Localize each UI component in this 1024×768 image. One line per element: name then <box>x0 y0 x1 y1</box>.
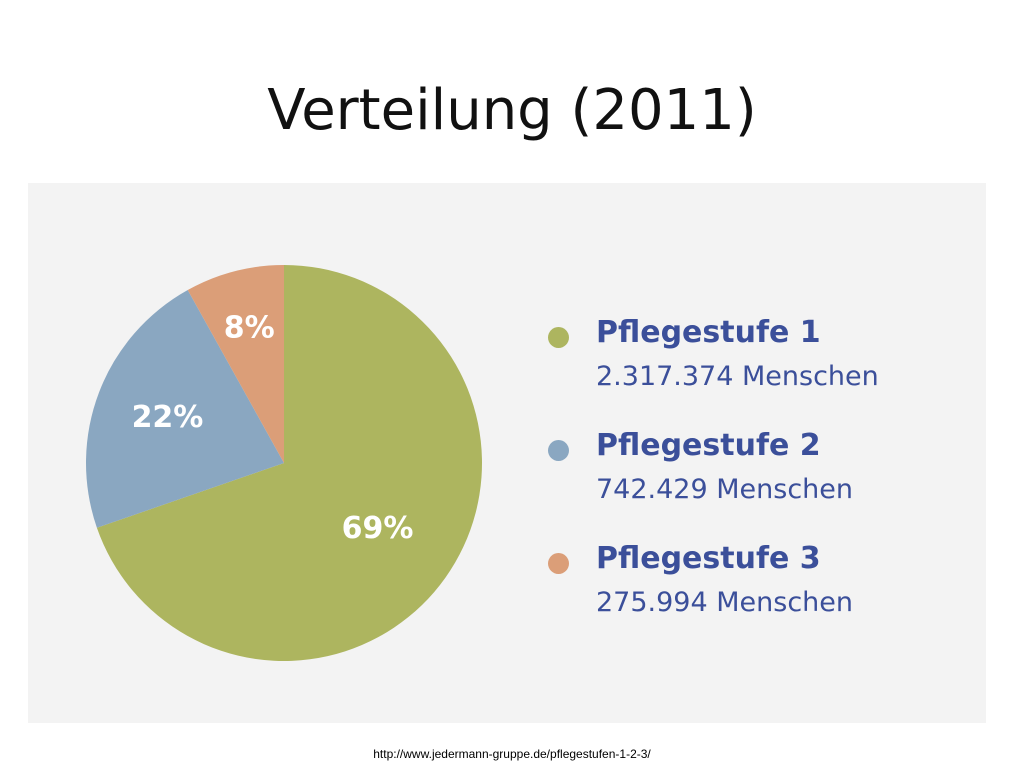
pie-slice-pflegestufe-2 <box>85 289 284 528</box>
pie-label-pflegestufe-3: 8% <box>224 310 275 345</box>
legend-count: 2.317.374 Menschen <box>596 361 879 392</box>
chart-panel: 69% 22% 8% Pflegestufe 1 2.317.374 Mensche… <box>28 183 986 723</box>
legend-dot-pflegestufe-3 <box>548 553 569 574</box>
pie-label-pflegestufe-2: 22% <box>132 400 204 435</box>
pie-chart: 69% 22% 8% <box>85 265 483 661</box>
legend-count: 275.994 Menschen <box>596 587 854 618</box>
legend-name: Pflegestufe 1 <box>596 315 821 350</box>
pie-label-pflegestufe-1: 69% <box>342 511 414 546</box>
pie-slice-pflegestufe-3 <box>187 265 284 463</box>
slide-title: Verteilung (2011) <box>267 78 757 143</box>
source-link[interactable]: http://www.jedermann-gruppe.de/pflegestu… <box>373 747 651 761</box>
legend-dot-pflegestufe-1 <box>548 327 569 348</box>
pie-slice-pflegestufe-1 <box>96 265 483 661</box>
legend-count: 742.429 Menschen <box>596 474 854 505</box>
legend-dot-pflegestufe-2 <box>548 440 569 461</box>
legend-name: Pflegestufe 3 <box>596 541 821 576</box>
legend-name: Pflegestufe 2 <box>596 428 821 463</box>
